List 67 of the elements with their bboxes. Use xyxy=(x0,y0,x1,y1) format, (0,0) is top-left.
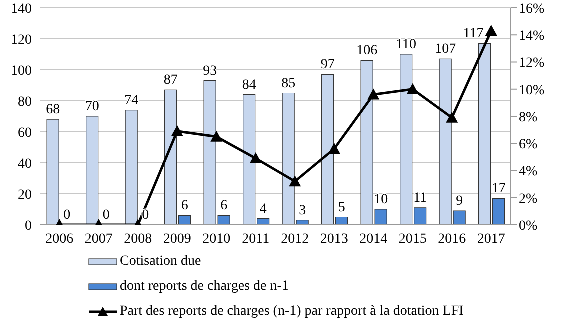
y2-tick-label: 4% xyxy=(519,164,538,180)
point xyxy=(289,176,302,187)
y2-tick-label: 10% xyxy=(519,83,545,98)
y-tick-label: 40 xyxy=(18,156,32,172)
data-label: 107 xyxy=(435,42,456,58)
data-label: 3 xyxy=(299,203,306,218)
data-label: 68 xyxy=(46,102,60,118)
data-label: 6 xyxy=(220,198,228,214)
point xyxy=(171,125,184,136)
y2-tick-label: 12% xyxy=(519,56,545,72)
point xyxy=(368,88,380,100)
point xyxy=(210,130,223,142)
x-tick-label: 2013 xyxy=(320,232,348,247)
y2-tick-label: 14% xyxy=(519,29,545,44)
y2-tick-label: 8% xyxy=(519,110,538,126)
data-label: 106 xyxy=(356,44,378,59)
y2-tick-label: 0% xyxy=(519,218,538,234)
point xyxy=(485,25,498,36)
x-tick-label: 2007 xyxy=(84,232,113,247)
point xyxy=(446,112,458,123)
legend-label: Part des reports de charges (n-1) par rapport à la dotation LFI xyxy=(120,303,464,321)
data-label: 85 xyxy=(282,76,296,92)
data-label: 11 xyxy=(414,190,428,206)
bar xyxy=(125,110,138,225)
data-label: 93 xyxy=(203,64,218,79)
point xyxy=(328,143,340,154)
y-tick-label: 100 xyxy=(11,64,32,79)
x-tick-label: 2012 xyxy=(281,232,310,247)
legend-label: Cotisation due xyxy=(120,253,202,271)
y-tick-label: 140 xyxy=(11,2,32,17)
x-tick-label: 2011 xyxy=(242,232,270,247)
data-label: 10 xyxy=(374,192,388,208)
y2-tick-label: 6% xyxy=(519,138,538,153)
data-label: 70 xyxy=(85,100,100,114)
x-tick-label: 2008 xyxy=(124,232,152,247)
data-label: 84 xyxy=(242,78,256,93)
x-tick-label: 2015 xyxy=(398,232,427,247)
data-label: 9 xyxy=(456,194,464,210)
y-tick-label: 20 xyxy=(18,188,32,203)
data-label: 4 xyxy=(260,202,267,217)
y-tick-label: 80 xyxy=(18,94,32,110)
data-label: 0 xyxy=(102,208,110,223)
data-label: 97 xyxy=(320,58,335,73)
data-label: 0 xyxy=(64,208,71,223)
data-label: 117 xyxy=(463,26,484,42)
y2-tick-label: 16% xyxy=(519,2,545,17)
x-tick-label: 2017 xyxy=(477,232,506,247)
data-label: 6 xyxy=(181,198,188,214)
data-label: 74 xyxy=(124,93,139,108)
x-tick-label: 2010 xyxy=(202,232,231,247)
bar xyxy=(46,119,60,225)
y-tick-label: 120 xyxy=(11,32,32,48)
legend-label: dont reports de charges de n-1 xyxy=(120,278,289,296)
x-tick-label: 2016 xyxy=(438,232,466,247)
point xyxy=(250,152,262,164)
data-label: 110 xyxy=(396,38,417,52)
x-tick-label: 2006 xyxy=(46,232,74,247)
bar xyxy=(86,116,99,225)
y-tick-label: 0 xyxy=(25,218,32,234)
data-label: 5 xyxy=(338,200,346,216)
data-label: 87 xyxy=(164,73,178,88)
x-tick-label: 2009 xyxy=(163,232,192,247)
x-tick-label: 2014 xyxy=(360,232,388,247)
y2-tick-label: 2% xyxy=(519,192,538,207)
data-label: 17 xyxy=(492,182,506,197)
point xyxy=(406,83,419,94)
y-tick-label: 60 xyxy=(18,126,32,141)
